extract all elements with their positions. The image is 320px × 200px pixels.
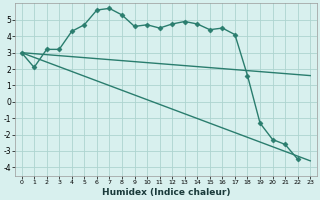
X-axis label: Humidex (Indice chaleur): Humidex (Indice chaleur) <box>102 188 230 197</box>
